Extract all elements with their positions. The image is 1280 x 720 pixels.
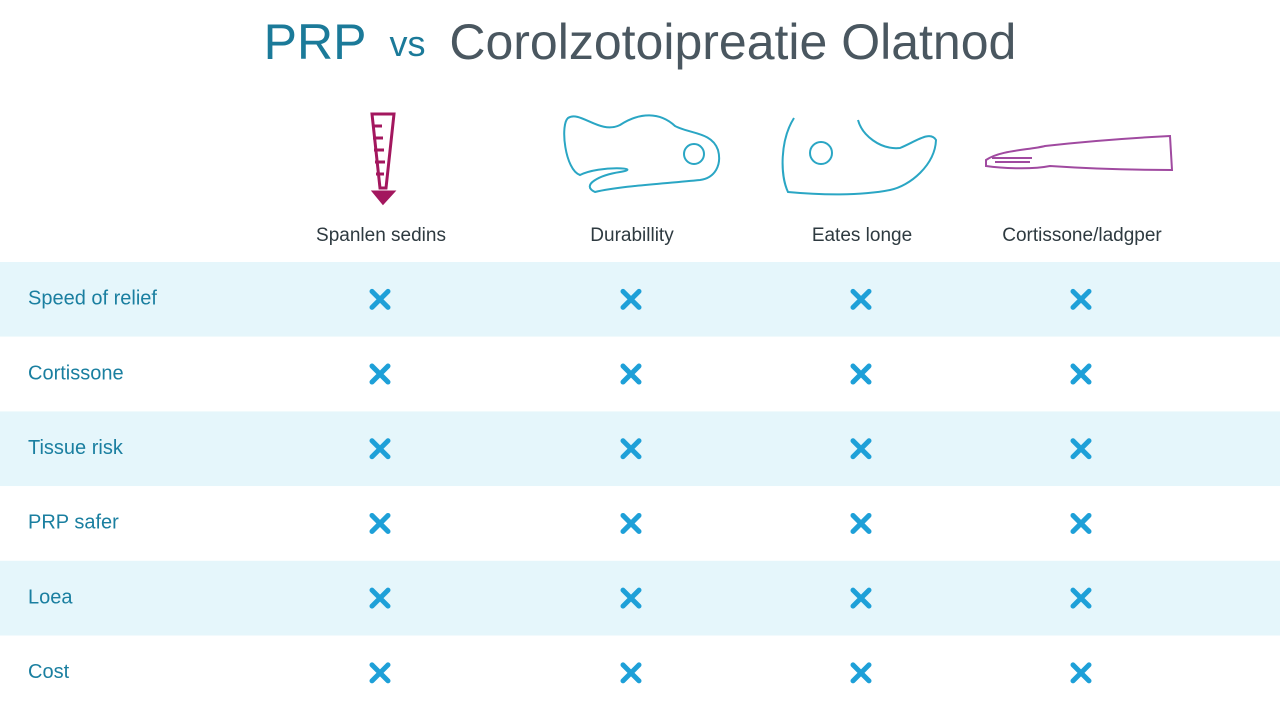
cross-icon <box>369 288 391 310</box>
cross-icon <box>369 662 391 684</box>
cross-icon <box>1070 512 1092 534</box>
row-background <box>0 486 1280 561</box>
row-label: Cost <box>28 661 70 683</box>
row-background <box>0 336 1280 412</box>
cross-icon <box>620 363 642 385</box>
title: PRP vs Corolzotoipreatie Olatnod <box>264 14 1017 70</box>
icon-syringe <box>370 112 397 206</box>
cross-icon <box>1070 288 1092 310</box>
cross-icon <box>369 438 391 460</box>
cross-icon <box>1070 363 1092 385</box>
row-label: Cortissone <box>28 362 124 384</box>
row-label: PRP safer <box>28 512 119 534</box>
row-background <box>0 411 1280 487</box>
row-label: Tissue risk <box>28 437 124 459</box>
title-lead: PRP <box>264 14 366 70</box>
cross-icon <box>1070 587 1092 609</box>
title-rest: Corolzotoipreatie Olatnod <box>449 14 1016 70</box>
cross-icon <box>850 512 872 534</box>
icon-arm <box>985 134 1174 172</box>
icon-ankle <box>781 117 938 196</box>
row-background <box>0 560 1280 636</box>
cross-icon <box>1070 438 1092 460</box>
cross-icon <box>850 363 872 385</box>
column-header: Durabillity <box>590 225 674 246</box>
title-vs: vs <box>389 23 425 64</box>
row-background <box>0 635 1280 711</box>
row-label: Loea <box>28 586 73 608</box>
cross-icon <box>369 363 391 385</box>
cross-icon <box>369 587 391 609</box>
cross-icon <box>620 587 642 609</box>
column-header: Eates longe <box>812 225 912 246</box>
icon-foot <box>563 114 720 194</box>
row-label: Speed of relief <box>28 288 157 310</box>
column-header: Cortissone/ladgper <box>1002 225 1162 246</box>
row-background <box>0 262 1280 337</box>
cross-icon <box>850 288 872 310</box>
column-header: Spanlen sedins <box>316 225 446 246</box>
cross-icon <box>620 512 642 534</box>
cross-icon <box>850 587 872 609</box>
cross-icon <box>850 662 872 684</box>
cross-icon <box>620 438 642 460</box>
cross-icon <box>620 662 642 684</box>
cross-icon <box>850 438 872 460</box>
cross-icon <box>1070 662 1092 684</box>
cross-icon <box>369 512 391 534</box>
cross-icon <box>620 288 642 310</box>
